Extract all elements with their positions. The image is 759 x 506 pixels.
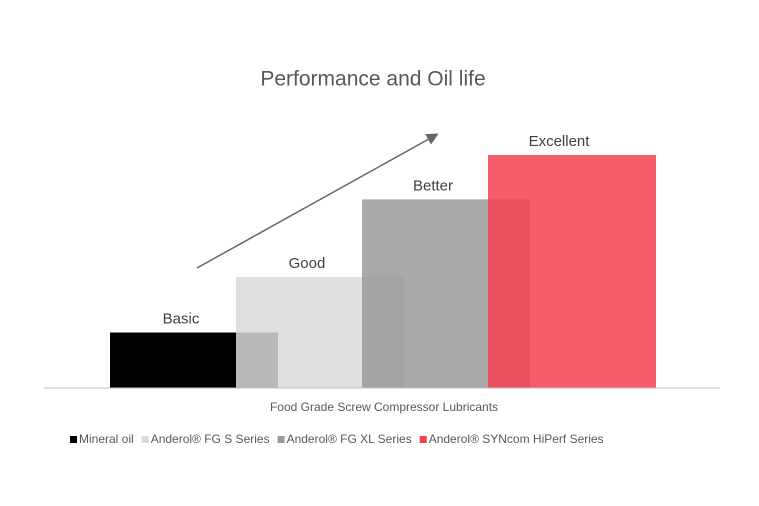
x-tick-label: Food Grade Screw Compressor Lubricants bbox=[270, 400, 498, 414]
data-label: Good bbox=[289, 255, 326, 272]
trend-arrow bbox=[196, 133, 439, 269]
chart-title: Performance and Oil life bbox=[260, 68, 485, 91]
legend-swatch bbox=[70, 436, 77, 443]
legend-swatch bbox=[141, 436, 149, 443]
bar bbox=[488, 155, 656, 388]
data-label: Better bbox=[413, 177, 453, 194]
bars: Basic Good Better Excellent bbox=[110, 133, 656, 388]
legend: Mineral oil Anderol® FG S Series Anderol® … bbox=[70, 432, 604, 446]
data-label: Excellent bbox=[529, 133, 591, 150]
legend-swatch bbox=[277, 436, 285, 443]
legend-swatch bbox=[419, 436, 427, 443]
legend-label: Mineral oil bbox=[79, 432, 134, 446]
legend-label: Anderol® FG S Series bbox=[151, 432, 270, 446]
legend-label: Anderol® FG XL Series bbox=[287, 432, 412, 446]
data-label: Basic bbox=[163, 310, 200, 327]
legend-label: Anderol® SYNcom HiPerf Series bbox=[429, 432, 604, 446]
